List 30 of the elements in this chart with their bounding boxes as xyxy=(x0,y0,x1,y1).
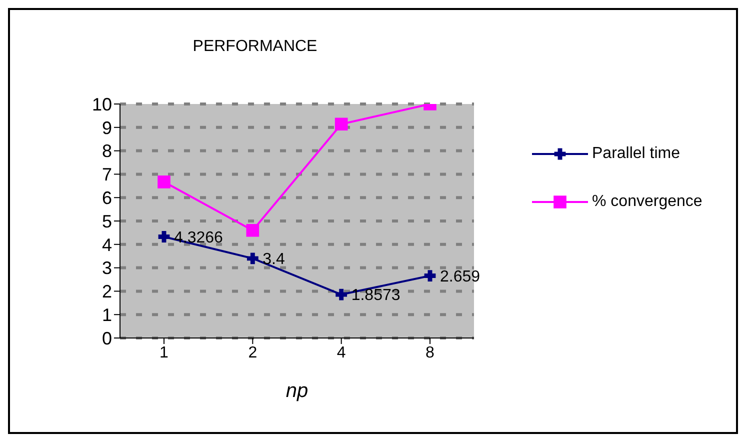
legend-label: Parallel time xyxy=(592,145,680,163)
x-tick-label: 1 xyxy=(160,344,169,362)
data-label: 4.3266 xyxy=(174,229,224,246)
y-tick-label: 8 xyxy=(102,141,112,162)
x-tick-label: 8 xyxy=(426,344,435,362)
legend-label: % convergence xyxy=(592,193,702,211)
y-tick-label: 1 xyxy=(102,304,112,325)
y-tick-label: 6 xyxy=(102,188,112,208)
chart-title: PERFORMANCE xyxy=(192,38,318,56)
x-tick-label: 2 xyxy=(248,344,258,362)
y-tick-label: 0 xyxy=(102,328,112,348)
point xyxy=(246,252,258,264)
x-tick-label: 4 xyxy=(336,344,346,362)
y-tick-label: 2 xyxy=(102,282,112,302)
y-tick-label: 10 xyxy=(92,94,112,114)
point xyxy=(158,176,170,188)
data-label: 3.4 xyxy=(262,251,286,268)
y-tick-label: 7 xyxy=(102,164,112,185)
point xyxy=(334,118,348,131)
y-tick-label: 3 xyxy=(102,258,112,278)
point xyxy=(336,288,348,300)
y-tick-label: 4 xyxy=(102,234,112,255)
point xyxy=(424,270,436,282)
data-label: 2.659 xyxy=(440,268,480,286)
point xyxy=(246,224,260,237)
x-axis-title: np xyxy=(286,380,308,402)
y-tick-label: 9 xyxy=(102,118,112,138)
point xyxy=(158,231,170,242)
y-tick-label: 5 xyxy=(102,211,112,232)
data-label: 1.8573 xyxy=(351,287,400,304)
